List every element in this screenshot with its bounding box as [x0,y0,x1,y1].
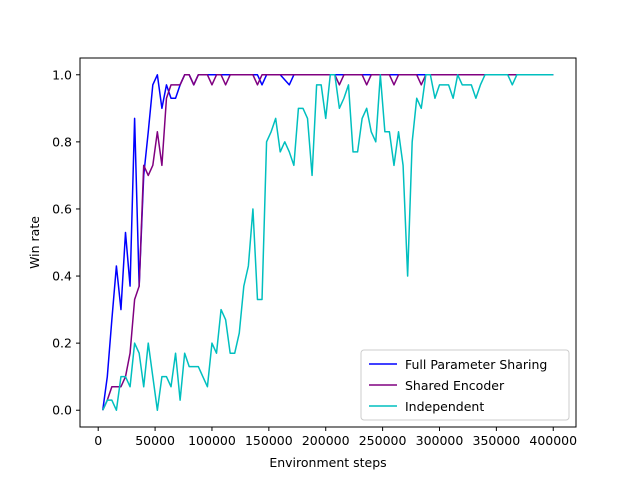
x-tick-label: 350000 [473,433,521,448]
x-tick-label: 100000 [188,433,236,448]
y-tick-label: 0.2 [52,336,72,351]
x-tick-label: 0 [94,433,102,448]
series-layer [102,74,554,411]
y-tick-label: 0.6 [52,201,72,216]
legend: Full Parameter Sharing Shared Encoder In… [360,349,570,421]
plot-frame [79,57,577,428]
legend-box [360,349,570,421]
x-tick-label: 50000 [135,433,175,448]
x-axis-title: Environment steps [269,455,386,470]
x-tick-label: 200000 [302,433,350,448]
y-axis-title: Win rate [27,216,42,269]
x-tick-label: 400000 [529,433,577,448]
legend-label-full-parameter-sharing: Full Parameter Sharing [405,357,547,372]
y-tick-label: 0.0 [52,403,72,418]
x-axis: 0 50000 100000 150000 200000 250000 300000 3500… [94,427,577,448]
y-tick-label: 0.8 [52,134,72,149]
y-axis: 0.0 0.2 0.4 0.6 0.8 1.0 [52,67,80,418]
series-line-shared-encoder [102,74,554,411]
x-tick-label: 300000 [416,433,464,448]
series-line-independent [102,74,554,411]
x-tick-label: 150000 [245,433,293,448]
y-tick-label: 1.0 [52,67,72,82]
x-tick-label: 250000 [359,433,407,448]
legend-label-shared-encoder: Shared Encoder [405,378,505,393]
y-tick-label: 0.4 [52,269,72,284]
legend-label-independent: Independent [405,399,484,414]
